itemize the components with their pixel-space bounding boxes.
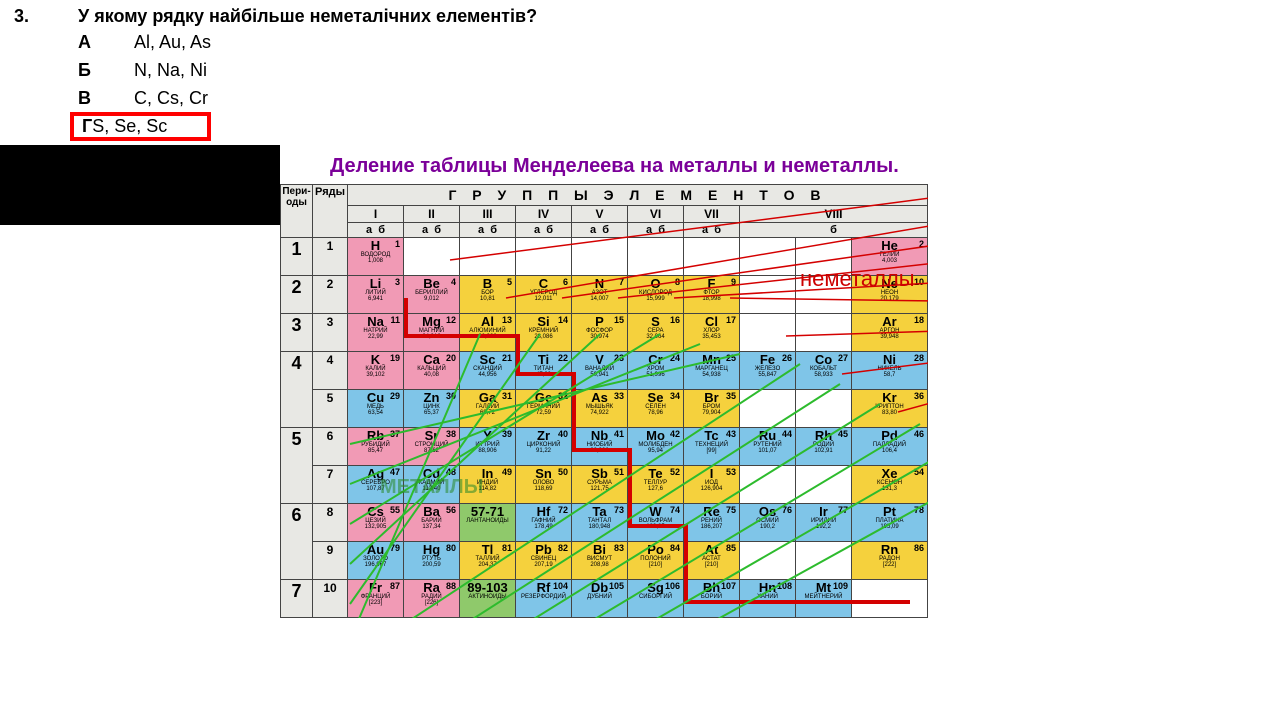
option-А[interactable]: АAl, Au, As bbox=[78, 29, 1274, 55]
black-sidebar-block bbox=[0, 145, 280, 225]
question-number: 3. bbox=[6, 6, 78, 27]
option-Г[interactable]: ГS, Se, Sc bbox=[78, 113, 1274, 139]
question-text: У якому рядку найбільше неметалічних еле… bbox=[78, 6, 537, 27]
option-В[interactable]: ВC, Cs, Cr bbox=[78, 85, 1274, 111]
option-Б[interactable]: БN, Na, Ni bbox=[78, 57, 1274, 83]
periodic-title: Деление таблицы Менделеева на металлы и … bbox=[280, 145, 1280, 184]
label-nonmetals: неметаллы bbox=[800, 266, 915, 292]
label-metals: МЕТАЛЛЫ bbox=[380, 476, 483, 499]
question-block: 3. У якому рядку найбільше неметалічних … bbox=[0, 0, 1280, 145]
